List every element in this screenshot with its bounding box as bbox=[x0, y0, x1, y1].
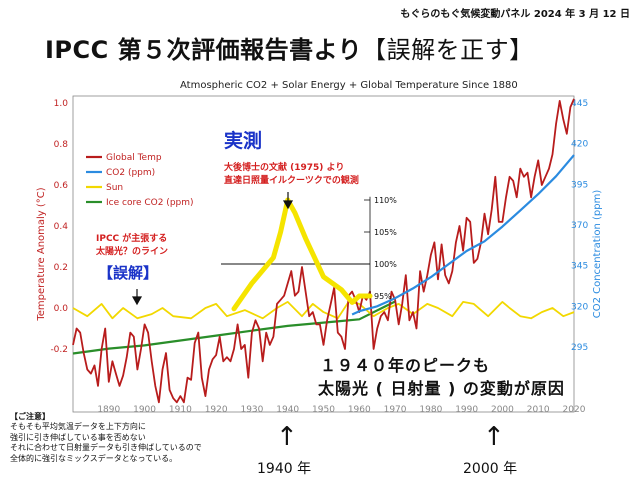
overlay-layer: 110% 105% 100% 95% bbox=[221, 196, 397, 312]
x-tick-label: 1910 bbox=[169, 405, 192, 415]
peak-note-line1: １９４０年のピークも bbox=[320, 356, 491, 375]
misconception-label: 【誤解】 bbox=[98, 264, 159, 282]
x-tick-label: 1930 bbox=[240, 405, 263, 415]
series-line-global-temp bbox=[72, 98, 575, 404]
year-label-1940: 1940 年 bbox=[257, 461, 312, 477]
notice-heading: 【ご注意】 bbox=[10, 412, 50, 421]
y2-tick-label: 420 bbox=[571, 140, 588, 150]
y2-axis-label: CO2 Concentration (ppm) bbox=[592, 190, 603, 319]
x-tick-label: 2020 bbox=[563, 405, 586, 415]
notice-line: 全体的に強引なミックスデータとなっている。 bbox=[10, 453, 178, 463]
x-tick-label: 1900 bbox=[133, 405, 156, 415]
series-line-co2-ppm bbox=[351, 154, 575, 316]
series-line-sun bbox=[72, 300, 575, 320]
series-line-measured-sunshine bbox=[231, 197, 373, 312]
chart-title: Atmospheric CO2 + Solar Energy + Global … bbox=[180, 80, 518, 91]
small-arrow-down-icon bbox=[131, 289, 143, 306]
x-tick-label: 2010 bbox=[527, 405, 550, 415]
header-credit: もぐらのもぐ気候変動パネル 2024 年 3 月 12 日 bbox=[400, 9, 630, 20]
y2-tick-label: 445 bbox=[571, 99, 588, 109]
legend-entry: Ice core CO2 (ppm) bbox=[106, 198, 194, 208]
x-tick-label: 1990 bbox=[455, 405, 478, 415]
y2-tick-label: 370 bbox=[571, 221, 588, 231]
pct-scale-label: 95% bbox=[374, 292, 392, 301]
small-arrow-down-icon bbox=[282, 192, 294, 210]
ipcc-claim-line2: 太陽光？のライン bbox=[96, 247, 169, 257]
legend-entry: Global Temp bbox=[106, 153, 162, 163]
peak-note-line2: 太陽光 ( 日射量 ) の変動が原因 bbox=[318, 379, 565, 398]
series-layer bbox=[72, 98, 575, 404]
pct-scale-label: 110% bbox=[374, 196, 397, 205]
y-axis-ticks: 1.0 0.8 0.6 0.4 0.2 0.0 -0.2 bbox=[50, 99, 68, 355]
legend: Global Temp CO2 (ppm) Sun Ice core CO2 (ppm… bbox=[86, 153, 194, 208]
ipcc-claim-line1: IPCC が主張する bbox=[96, 234, 168, 244]
y2-tick-label: 295 bbox=[571, 343, 588, 353]
title-main: IPCC 第５次評価報告書より bbox=[45, 36, 363, 64]
page-title: IPCC 第５次評価報告書より【誤解を正す】 bbox=[45, 30, 534, 65]
y-axis-label: Temperature Anomaly (°C) bbox=[36, 187, 47, 321]
y-tick-label: 0.8 bbox=[54, 140, 69, 150]
x-axis-ticks: 1890 1900 1910 1920 1930 1940 1950 1960 1970 1980… bbox=[97, 405, 585, 415]
y2-tick-label: 345 bbox=[571, 262, 588, 272]
y-tick-label: 0.2 bbox=[54, 263, 68, 273]
y-tick-label: 0.4 bbox=[54, 222, 69, 232]
title-bracket: 【誤解を正す】 bbox=[362, 36, 534, 64]
measured-source-line2: 直達日照量イルクーツクでの観測 bbox=[224, 176, 359, 186]
notice-line: それに合わせて日射量データも引き伸ばしているので bbox=[10, 443, 202, 453]
y2-tick-label: 395 bbox=[571, 180, 588, 190]
plot-frame bbox=[72, 95, 575, 413]
year-label-2000: 2000 年 bbox=[463, 461, 518, 477]
measured-source-line1: 大後博士の文献 (1975) より bbox=[224, 163, 345, 173]
x-tick-label: 1920 bbox=[205, 405, 228, 415]
y-tick-label: -0.2 bbox=[50, 345, 68, 355]
x-tick-label: 1890 bbox=[97, 405, 120, 415]
y2-axis-ticks: 445 420 395 370 345 320 295 bbox=[571, 99, 588, 353]
x-tick-label: 1960 bbox=[348, 405, 371, 415]
y-tick-label: 1.0 bbox=[54, 99, 69, 109]
arrow-up-icon: ↑ bbox=[276, 422, 298, 452]
y2-tick-label: 320 bbox=[571, 302, 588, 312]
legend-entry: CO2 (ppm) bbox=[106, 168, 155, 178]
x-tick-label: 1950 bbox=[312, 405, 335, 415]
pct-scale-label: 100% bbox=[374, 260, 397, 269]
y-tick-label: 0.0 bbox=[54, 304, 69, 314]
notice-line: 強引に引き伸ばしている事を否めない bbox=[10, 432, 146, 442]
measured-title: 実測 bbox=[224, 130, 263, 152]
notice-box: 【ご注意】 そもそも平均気温データを上下方向に 強引に引き伸ばしている事を否めな… bbox=[10, 412, 202, 464]
x-tick-label: 1980 bbox=[419, 405, 442, 415]
arrow-up-icon: ↑ bbox=[483, 422, 505, 452]
notice-line: そもそも平均気温データを上下方向に bbox=[10, 422, 146, 432]
x-tick-label: 2000 bbox=[491, 405, 514, 415]
legend-entry: Sun bbox=[106, 183, 123, 193]
x-tick-label: 1970 bbox=[384, 405, 407, 415]
x-tick-label: 1940 bbox=[276, 405, 299, 415]
pct-scale-label: 105% bbox=[374, 228, 397, 237]
y-tick-label: 0.6 bbox=[54, 181, 69, 191]
